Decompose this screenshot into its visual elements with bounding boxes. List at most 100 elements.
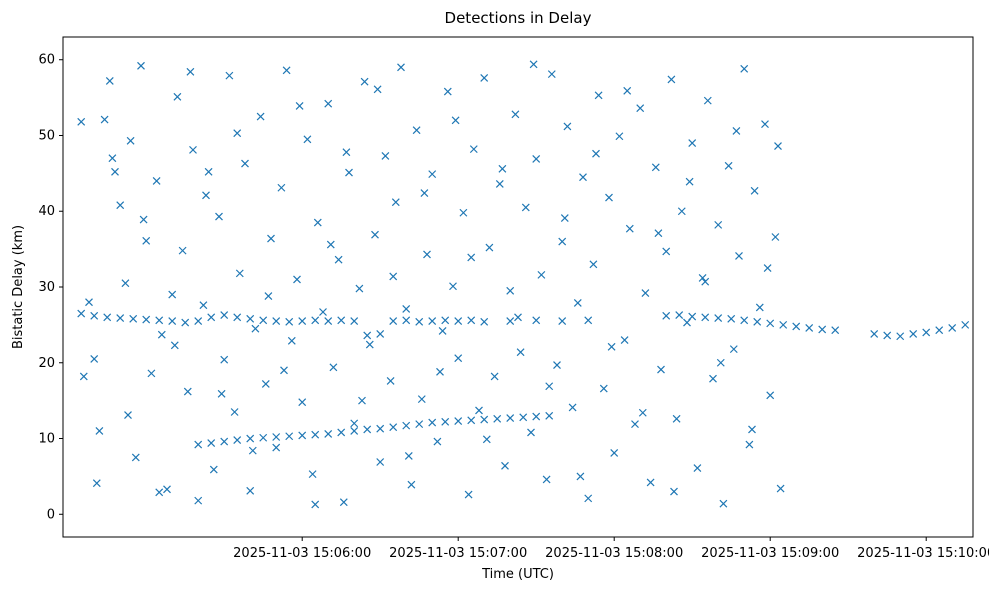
data-point-clutter — [220, 355, 229, 364]
data-point-clutter — [152, 177, 161, 185]
data-point-clutter — [568, 403, 577, 412]
data-point-clutter — [636, 104, 645, 113]
data-point-clutter — [558, 237, 567, 246]
data-point-clutter — [651, 163, 660, 172]
data-point-clutter — [139, 215, 148, 224]
data-point-track-lower — [246, 434, 255, 443]
data-point-clutter — [638, 408, 647, 417]
data-point-track-upper — [896, 332, 905, 341]
x-tick-label: 2025-11-03 15:07:00 — [389, 546, 527, 561]
data-point-clutter — [433, 437, 442, 446]
data-point-clutter — [482, 435, 491, 444]
data-point-clutter — [553, 361, 561, 369]
data-point-clutter — [324, 99, 333, 108]
data-point-track-lower — [194, 440, 203, 449]
data-point-clutter — [766, 391, 775, 400]
data-point-track-lower — [220, 437, 229, 446]
data-point-track-upper — [220, 311, 229, 319]
data-point-track-upper — [272, 317, 281, 326]
data-point-clutter — [527, 428, 535, 437]
data-point-clutter — [303, 135, 312, 144]
data-point-track-upper — [467, 316, 476, 325]
data-point-clutter — [204, 167, 213, 176]
data-point-clutter — [350, 419, 359, 428]
data-point-track-upper — [805, 323, 814, 332]
data-point-track-upper — [363, 331, 372, 340]
data-point-clutter — [672, 414, 681, 423]
data-point-clutter — [199, 301, 208, 310]
data-point-clutter — [108, 154, 117, 163]
data-point-track-upper — [142, 315, 151, 324]
data-point-track-lower — [545, 411, 554, 420]
data-point-track-lower — [350, 427, 359, 435]
data-point-clutter — [506, 286, 515, 295]
data-point-clutter — [121, 279, 130, 288]
data-point-clutter — [116, 201, 125, 210]
data-point-clutter — [235, 269, 244, 278]
data-point-clutter — [319, 308, 327, 316]
data-point-clutter — [670, 487, 678, 496]
data-point-track-upper — [246, 314, 255, 323]
data-point-track-lower — [285, 432, 294, 441]
data-point-clutter — [215, 212, 223, 221]
data-point-clutter — [761, 120, 769, 129]
data-point-track-upper — [155, 316, 164, 325]
data-point-clutter — [282, 66, 291, 75]
data-point-track-upper — [350, 317, 359, 326]
data-point-clutter — [334, 255, 343, 264]
data-point-track-lower — [441, 417, 450, 426]
data-point-clutter — [168, 290, 177, 299]
y-tick-label: 50 — [38, 128, 55, 143]
data-point-track-lower — [207, 439, 216, 447]
data-point-clutter — [126, 136, 135, 145]
markers-layer — [77, 60, 970, 509]
data-point-clutter — [755, 303, 764, 312]
data-point-clutter — [417, 395, 426, 404]
data-point-track-upper — [740, 316, 749, 325]
data-point-clutter — [714, 220, 723, 229]
data-point-track-upper — [831, 326, 840, 335]
data-point-track-upper — [961, 320, 970, 329]
data-point-clutter — [467, 253, 476, 262]
data-point-clutter — [423, 250, 431, 259]
data-point-clutter — [703, 96, 712, 105]
data-point-track-upper — [753, 317, 762, 326]
data-point-clutter — [716, 358, 725, 367]
data-point-clutter — [576, 472, 585, 481]
data-point-clutter — [748, 425, 756, 434]
data-point-clutter — [709, 374, 717, 383]
data-point-track-upper — [324, 317, 333, 326]
data-point-clutter — [157, 330, 166, 339]
data-point-track-lower — [376, 424, 385, 433]
y-axis-label: Bistatic Delay (km) — [11, 225, 26, 349]
data-point-track-upper — [935, 326, 944, 335]
data-point-clutter — [428, 170, 437, 179]
y-axis-ticks: 0 10 20 30 40 50 60 — [38, 53, 63, 522]
data-point-clutter — [495, 180, 504, 188]
data-point-clutter — [592, 149, 600, 158]
data-point-track-upper — [727, 314, 736, 323]
data-point-track-lower — [532, 412, 541, 421]
data-point-clutter — [545, 382, 554, 391]
data-point-clutter — [92, 479, 101, 488]
data-point-clutter — [308, 470, 317, 479]
data-point-clutter — [420, 189, 429, 197]
x-axis-ticks: 2025-11-03 15:06:00 2025-11-03 15:07:00 20… — [233, 537, 989, 561]
y-tick-label: 60 — [38, 53, 55, 68]
data-point-clutter — [147, 369, 156, 378]
data-point-clutter — [100, 115, 109, 124]
data-point-clutter — [386, 377, 395, 385]
data-point-track-upper — [454, 317, 463, 326]
data-point-clutter — [662, 247, 671, 256]
data-point-clutter — [155, 488, 164, 497]
data-point-clutter — [342, 148, 351, 157]
data-point-track-upper — [584, 316, 593, 325]
data-point-clutter — [683, 318, 691, 327]
data-point-clutter — [532, 155, 541, 163]
data-point-track-upper — [818, 325, 827, 334]
data-point-clutter — [589, 260, 598, 269]
data-point-clutter — [490, 372, 499, 381]
data-point-clutter — [371, 230, 379, 239]
data-point-track-lower — [363, 425, 372, 434]
data-point-clutter — [79, 372, 88, 381]
